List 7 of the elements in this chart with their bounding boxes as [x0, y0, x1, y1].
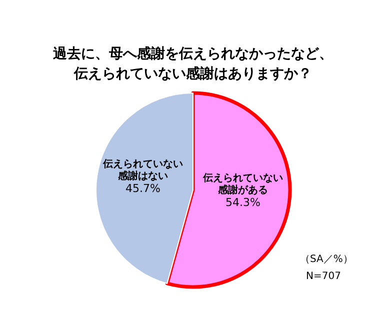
- data-label: 45.7%: [126, 182, 160, 196]
- text: N=707: [306, 271, 341, 282]
- data-label: 54.3%: [226, 196, 260, 209]
- text: （SA／%）: [300, 254, 353, 265]
- slice-label: 伝えられていない感謝はない: [102, 158, 184, 182]
- chart-title: 過去に、母へ感謝を伝えられなかったなど、伝えられていない感謝はありますか？: [52, 45, 334, 84]
- slice-label: 伝えられていない感謝がある: [202, 172, 283, 196]
